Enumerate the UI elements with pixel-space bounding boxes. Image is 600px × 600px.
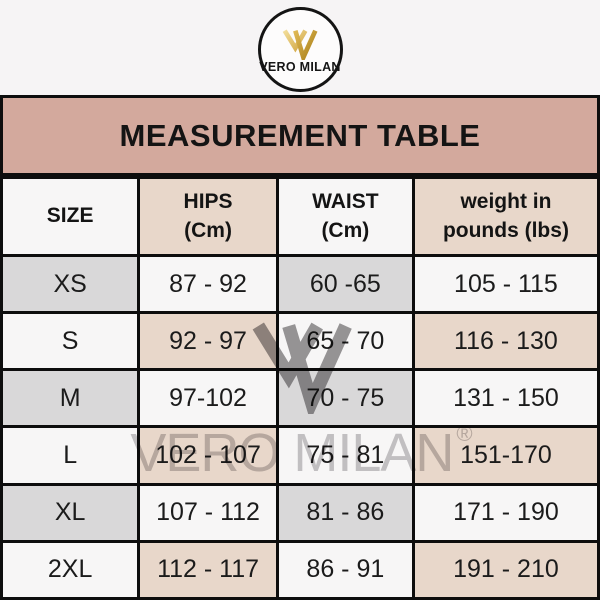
brand-logo: VERO MILAN xyxy=(257,7,343,92)
size-table-body: XS 87 - 92 60 -65 105 - 115 S 92 - 97 65… xyxy=(0,253,600,600)
column-header-waist: WAIST (Cm) xyxy=(275,176,415,257)
table-row: L 102 - 107 75 - 81 151-170 xyxy=(0,425,600,486)
weight-cell: 191 - 210 xyxy=(411,539,600,600)
size-cell: XL xyxy=(0,482,141,543)
header-label: HIPS xyxy=(183,190,233,214)
hips-cell: 92 - 97 xyxy=(137,311,279,372)
table-row: S 92 - 97 65 - 70 116 - 130 xyxy=(0,311,600,372)
size-cell: L xyxy=(0,425,141,486)
table-row: XL 107 - 112 81 - 86 171 - 190 xyxy=(0,482,600,543)
header-row: SIZE HIPS (Cm) WAIST (Cm) weight in poun… xyxy=(0,176,600,257)
size-cell: S xyxy=(0,311,141,372)
column-header-weight: weight in pounds (lbs) xyxy=(411,176,600,257)
measurement-table: SIZE HIPS (Cm) WAIST (Cm) weight in poun… xyxy=(0,176,600,600)
table-row: 2XL 112 - 117 86 - 91 191 - 210 xyxy=(0,539,600,600)
weight-cell: 131 - 150 xyxy=(411,368,600,429)
brand-name: VERO MILAN xyxy=(259,59,341,74)
waist-cell: 86 - 91 xyxy=(275,539,415,600)
size-cell: XS xyxy=(0,253,141,315)
weight-cell: 171 - 190 xyxy=(411,482,600,543)
hips-cell: 97-102 xyxy=(137,368,279,429)
hips-cell: 102 - 107 xyxy=(137,425,279,486)
weight-cell: 151-170 xyxy=(411,425,600,486)
brand-monogram-icon xyxy=(282,28,318,60)
brand-logo-area: VERO MILAN xyxy=(0,0,600,95)
hips-cell: 87 - 92 xyxy=(137,253,279,315)
header-unit: (Cm) xyxy=(321,218,370,242)
header-label: weight in xyxy=(460,190,552,214)
size-cell: M xyxy=(0,368,141,429)
weight-cell: 105 - 115 xyxy=(411,253,600,315)
column-header-hips: HIPS (Cm) xyxy=(137,176,279,257)
waist-cell: 70 - 75 xyxy=(275,368,415,429)
table-row: M 97-102 70 - 75 131 - 150 xyxy=(0,368,600,429)
waist-cell: 60 -65 xyxy=(275,253,415,315)
weight-cell: 116 - 130 xyxy=(411,311,600,372)
table-title-bar: MEASUREMENT TABLE xyxy=(0,95,600,176)
hips-cell: 112 - 117 xyxy=(137,539,279,600)
header-label: SIZE xyxy=(46,204,94,228)
size-cell: 2XL xyxy=(0,539,141,600)
waist-cell: 81 - 86 xyxy=(275,482,415,543)
table-wrap: SIZE HIPS (Cm) WAIST (Cm) weight in poun… xyxy=(0,176,600,600)
header-unit: (Cm) xyxy=(184,218,232,242)
page-title: MEASUREMENT TABLE xyxy=(119,117,481,153)
header-unit: pounds (lbs) xyxy=(442,218,569,242)
header-label: WAIST xyxy=(312,190,379,214)
waist-cell: 75 - 81 xyxy=(275,425,415,486)
column-header-size: SIZE xyxy=(0,176,141,257)
table-row: XS 87 - 92 60 -65 105 - 115 xyxy=(0,253,600,315)
hips-cell: 107 - 112 xyxy=(137,482,279,543)
waist-cell: 65 - 70 xyxy=(275,311,415,372)
